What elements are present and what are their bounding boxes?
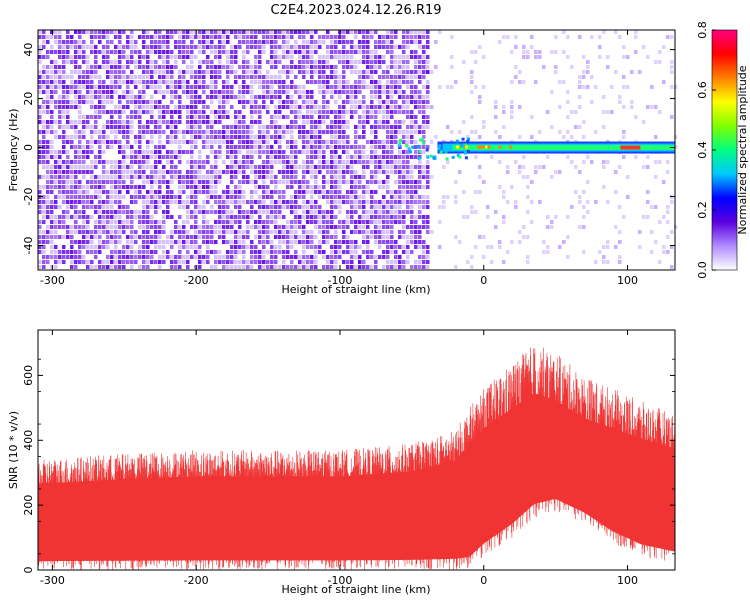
- snr-x-tick-label: -100: [327, 574, 352, 587]
- snr-plot-area: [37, 330, 676, 571]
- spectrogram-y-axis-label: Frequency (Hz): [7, 109, 20, 192]
- spectrogram-x-axis-label: Height of straight line (km): [281, 283, 430, 296]
- colorbar-ticks: 0.0 0.2 0.4 0.6 0.8: [696, 21, 716, 279]
- spectrogram-y-tick-label: 40: [22, 43, 35, 57]
- colorbar-tick-label: 0.2: [696, 201, 709, 219]
- spectrogram-frame: [37, 29, 676, 271]
- snr-y-tick-label: 600: [22, 365, 35, 386]
- snr-panel: -300 -200 -100 0 100 0 200 400 600 Height of st…: [7, 329, 676, 596]
- spectrogram-x-tick-label: 0: [480, 274, 487, 287]
- spectrogram-x-tick-label: -300: [40, 274, 65, 287]
- spectrogram-x-tick-label: -100: [327, 274, 352, 287]
- colorbar-gradient: [711, 29, 738, 271]
- snr-y-tick-label: 200: [22, 495, 35, 516]
- spectrogram-y-tick-label: -20: [22, 188, 35, 206]
- spectrogram-x-tick-label: -200: [184, 274, 209, 287]
- snr-series-line: [37, 347, 676, 571]
- colorbar-tick-label: 0.0: [696, 261, 709, 279]
- snr-x-tick-label: 0: [480, 574, 487, 587]
- snr-y-tick-label: 0: [22, 567, 35, 574]
- colorbar: 0.0 0.2 0.4 0.6 0.8 Normalized spectral ampl…: [696, 21, 749, 279]
- spectrogram-plot-area: [38, 30, 678, 269]
- spectrogram-x-ticks: -300 -200 -100 0 100: [40, 30, 638, 287]
- spectrogram-y-tick-label: -40: [22, 237, 35, 255]
- snr-frame: [37, 329, 676, 571]
- figure-title: C2E4.2023.024.12.26.R19: [270, 3, 441, 18]
- colorbar-tick-label: 0.6: [696, 81, 709, 99]
- spectrogram-y-tick-label: 20: [22, 92, 35, 106]
- snr-x-tick-label: -300: [40, 574, 65, 587]
- spectrogram-y-ticks: -40 -20 0 20 40: [22, 43, 675, 255]
- spectrogram-y-tick-label: 0: [22, 144, 35, 151]
- colorbar-label: Normalized spectral amplitude: [736, 65, 749, 234]
- snr-y-axis-label: SNR (10 * v/v): [7, 411, 20, 489]
- colorbar-tick-label: 0.8: [696, 21, 709, 39]
- snr-y-tick-label: 400: [22, 430, 35, 451]
- snr-x-axis-label: Height of straight line (km): [281, 583, 430, 596]
- colorbar-tick-label: 0.4: [696, 141, 709, 159]
- snr-x-ticks: -300 -200 -100 0 100: [40, 330, 638, 587]
- spectrogram-signal-band: [397, 137, 675, 161]
- snr-y-ticks: 0 200 400 600: [22, 358, 675, 574]
- spectrogram-cells: [38, 30, 678, 269]
- spectrogram-x-tick-label: 100: [617, 274, 638, 287]
- snr-x-tick-label: -200: [184, 574, 209, 587]
- snr-x-tick-label: 100: [617, 574, 638, 587]
